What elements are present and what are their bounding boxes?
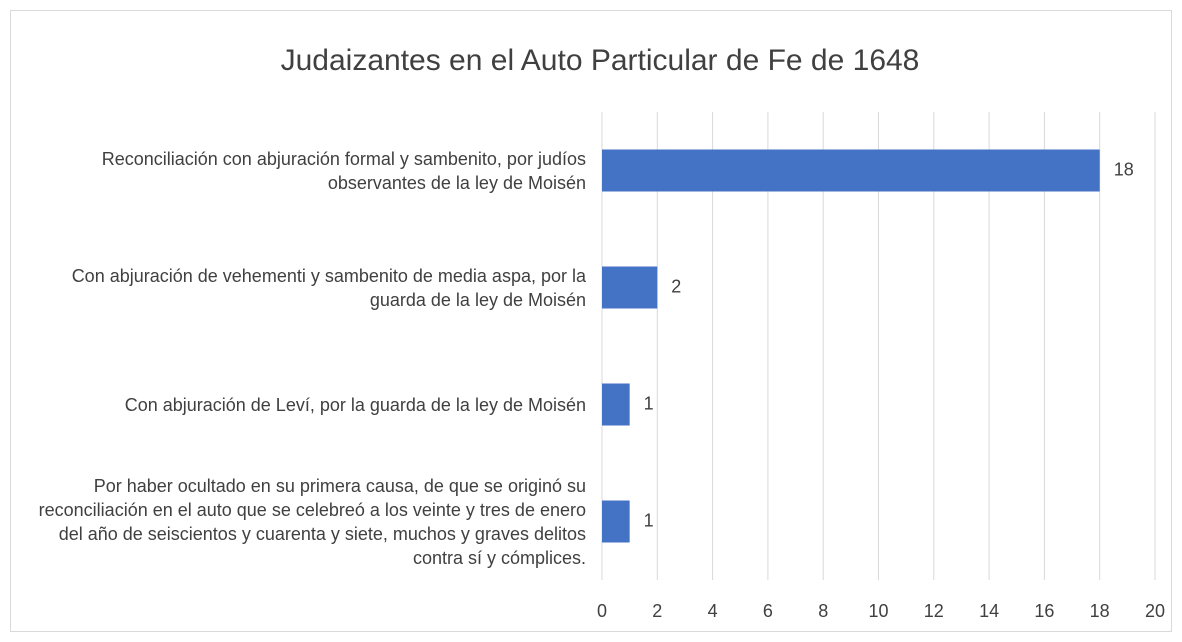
y-tick-label: Con abjuración de Leví, por la guarda de… (124, 394, 586, 415)
bar (602, 500, 630, 543)
x-tick-label: 4 (708, 601, 718, 621)
data-label: 1 (644, 393, 654, 413)
x-tick-label: 10 (868, 601, 888, 621)
y-tick-label: Reconciliación con abjuración formal y s… (101, 148, 586, 193)
bar (602, 149, 1100, 192)
data-label: 1 (644, 510, 654, 530)
x-tick-label: 16 (1034, 601, 1054, 621)
data-label: 18 (1114, 159, 1134, 179)
chart-title: Judaizantes en el Auto Particular de Fe … (281, 44, 920, 77)
x-tick-label: 18 (1090, 601, 1110, 621)
y-tick-label: Con abjuración de vehementi y sambenito … (71, 265, 586, 310)
x-tick-label: 2 (652, 601, 662, 621)
x-tick-label: 8 (818, 601, 828, 621)
bar (602, 383, 630, 426)
x-tick-label: 6 (763, 601, 773, 621)
chart-border (10, 10, 1172, 632)
y-tick-label: Por haber ocultado en su primera causa, … (38, 475, 586, 568)
bar (602, 266, 658, 309)
data-label: 2 (671, 276, 681, 296)
x-tick-label: 12 (924, 601, 944, 621)
x-tick-label: 14 (979, 601, 999, 621)
x-tick-label: 0 (597, 601, 607, 621)
x-tick-label: 20 (1145, 601, 1165, 621)
